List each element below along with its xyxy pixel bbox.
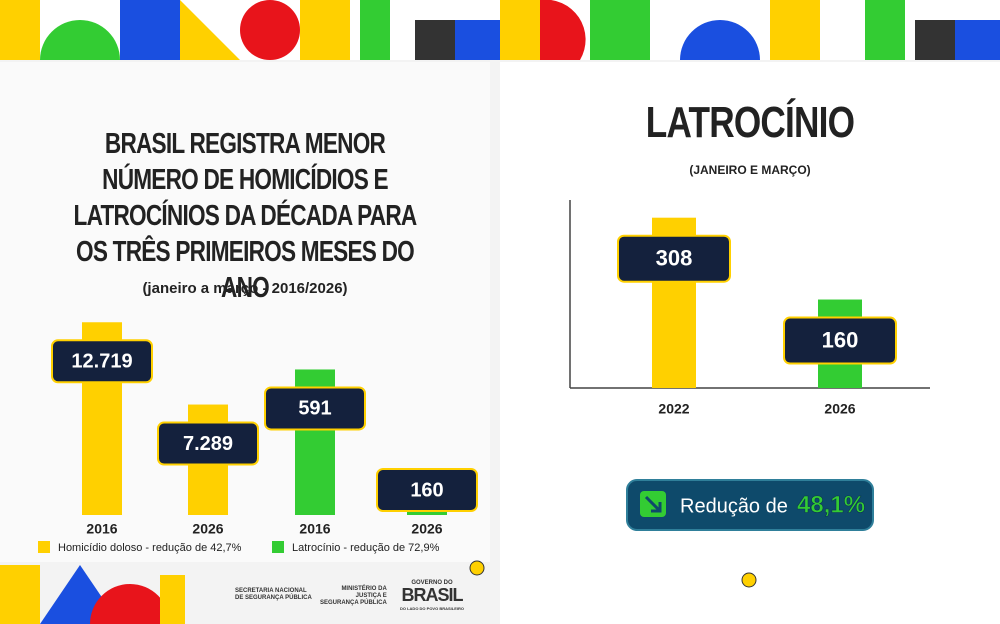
value-label: 308 [656, 246, 693, 271]
x-tick-label: 2016 [86, 521, 117, 537]
value-box [157, 421, 259, 466]
value-box [376, 468, 478, 512]
reduction-badge: Redução de 48,1% [626, 479, 874, 531]
x-tick-label: 2022 [658, 401, 689, 417]
value-label: 160 [410, 479, 443, 501]
legend-label: Latrocínio - redução de 72,9% [292, 542, 440, 554]
legend-swatch [38, 541, 50, 553]
legend-label: Homicídio doloso - redução de 42,7% [58, 542, 242, 554]
value-box [783, 316, 897, 365]
legend-swatch [272, 541, 284, 553]
main-subtitle: (janeiro a março - 2016/2026) [142, 280, 348, 297]
hand-icons [469, 560, 757, 588]
corner-band [0, 565, 185, 624]
value-label: 7.289 [183, 433, 233, 455]
main-title: BRASIL REGISTRA MENOR NÚMERO DE HOMICÍDI… [73, 128, 418, 304]
x-tick-label: 2026 [824, 401, 855, 417]
right-subtitle: (JANEIRO E MARÇO) [689, 163, 811, 177]
value-label: 591 [298, 398, 331, 420]
x-tick-label: 2026 [411, 521, 442, 537]
footer-secretaria: SECRETARIA NACIONAL DE SEGURANÇA PÚBLICA [235, 588, 312, 601]
x-tick-label: 2026 [192, 521, 223, 537]
value-box [51, 339, 153, 384]
value-box [617, 234, 731, 283]
footer-ministerio: MINISTÉRIO DA JUSTIÇA E SEGURANÇA PÚBLIC… [320, 586, 387, 606]
value-label: 160 [822, 327, 859, 352]
badge-text: Redução de [680, 495, 788, 517]
value-label: 12.719 [71, 351, 132, 373]
footer-governo: GOVERNO DO [411, 580, 453, 586]
footer-brasil: BRASIL [401, 585, 464, 605]
badge-value: 48,1% [797, 491, 865, 518]
x-tick-label: 2016 [299, 521, 330, 537]
footer-slogan: DO LADO DO POVO BRASILEIRO [399, 606, 464, 611]
top-band [0, 0, 1000, 60]
right-title: LATROCÍNIO [645, 98, 855, 147]
value-box [264, 386, 366, 431]
